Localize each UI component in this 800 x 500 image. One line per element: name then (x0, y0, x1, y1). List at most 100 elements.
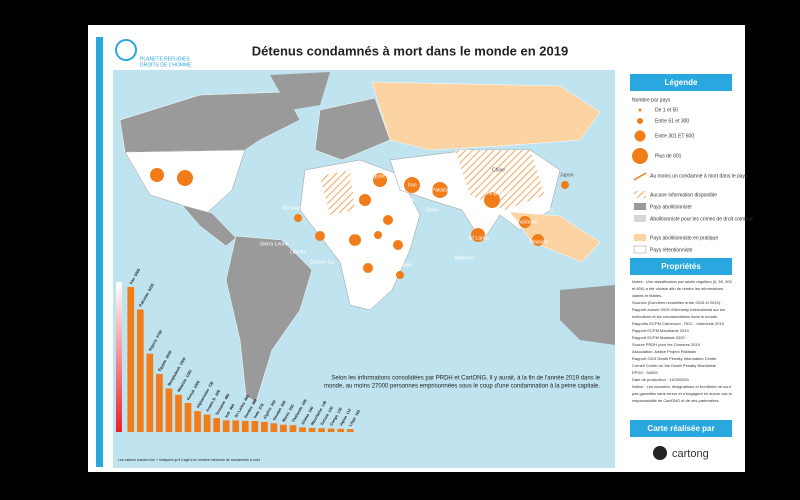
map-label: Pakistan (432, 187, 451, 193)
bar-category: Japon (339, 414, 348, 426)
map-label: Oman (425, 207, 439, 213)
bubbles (150, 168, 569, 279)
legend-item: De 1 et 50 (655, 107, 678, 113)
properties-line: Rapport 2019 Death Penalty Information C… (632, 356, 717, 361)
bar-category: Inde (253, 410, 260, 419)
logo-icon (115, 39, 137, 61)
side-panel: Légende Nombre par pays De 1 et 50 Entre… (630, 74, 754, 460)
properties-line: pas garanties sans erreur et n'engagent … (632, 391, 732, 396)
bar (146, 353, 154, 432)
bar-label: Ghana160 (301, 406, 315, 425)
map-label: Liberia (290, 249, 305, 255)
bar (184, 403, 192, 432)
bar (289, 425, 297, 432)
legend-symbol (633, 172, 647, 181)
properties-line: Source PRDH pour les Comores 2019 (632, 342, 701, 347)
bar-label: Pakistan4225 (139, 283, 156, 308)
bar-value: 2700 (156, 329, 164, 338)
bar-category: Algérie (263, 407, 273, 420)
map-label: Yémen (402, 217, 418, 223)
china (455, 150, 545, 210)
map-label: Nigeria (342, 230, 358, 236)
map-label: Maldives (455, 255, 475, 261)
properties-line: Rapport annuel 2019 d'Amnesty Internatio… (632, 307, 725, 312)
bar-category: Ghana (301, 412, 311, 425)
bar-value: 350 (270, 399, 277, 406)
map-label: Zambie (360, 277, 377, 283)
bar-value: 5000 (134, 268, 142, 277)
bar-value: 250 (288, 404, 295, 411)
map-label: Mauritanie (282, 205, 306, 211)
bar (203, 414, 211, 432)
legend-symbol (634, 215, 646, 222)
bar-value: 400 (229, 403, 236, 410)
bar-category: Nigeria (148, 338, 158, 352)
bar-value: 120 (336, 407, 343, 414)
bar-value: 300 (280, 400, 287, 407)
map-label: États-Unis (145, 154, 169, 161)
chart-note: Les valeurs suivies d'un + indiquent qu'… (118, 458, 260, 462)
bar-category: Iran (129, 276, 136, 285)
properties-line: EPSG : 54009 (632, 370, 658, 375)
bar-value: 2000 (165, 350, 173, 359)
statement: Selon les informations consolidées par P… (331, 376, 600, 382)
credit-logo: cartong (672, 448, 709, 460)
bar-label: Iran5000 (129, 268, 141, 285)
bar-label: Congo120 (329, 407, 343, 427)
bar-value: 130 (327, 406, 334, 413)
bar (165, 388, 173, 432)
bar (308, 427, 316, 432)
bar-value: 600 (215, 389, 222, 396)
legend-symbol (634, 203, 646, 210)
map-label: Guinée Eq. (310, 259, 335, 265)
properties-line: Rapports ECPM Cameroun - RDC - Indonésie… (632, 321, 725, 326)
legend-item: Pays abolitionniste en pratique (650, 235, 718, 241)
properties-title: Propriétés (661, 262, 701, 271)
bar (270, 423, 278, 432)
central-america (181, 204, 237, 247)
bar (156, 374, 163, 432)
properties-line: Cornell Center on the Death Penalty Worl… (632, 363, 717, 368)
map-label: Japon (560, 172, 574, 178)
logo-text: DROITS DE L'HOMME (140, 62, 192, 68)
bar-label: Irak400 (224, 403, 235, 418)
greenland (270, 72, 330, 110)
bar-label: Malaisie1281 (177, 369, 193, 393)
bar (280, 424, 287, 432)
bar (241, 420, 249, 432)
properties-line: Notice : Les données, désignations et fr… (632, 384, 732, 389)
bar (127, 287, 135, 432)
bar-value: 720 (208, 381, 215, 388)
bar-label: Égypte2000 (157, 349, 173, 372)
bar (222, 420, 230, 432)
properties-line: Sources (Données recueillies entre 2015 … (632, 300, 722, 305)
legend-item: Entre 51 et 300 (655, 118, 689, 124)
map-label: Malaisie (530, 239, 549, 245)
map: États-Unis Mauritanie Sierra Leone Liber… (113, 70, 615, 468)
map-label: Égypte (370, 172, 386, 179)
bar-label: Tanzanie480 (215, 393, 231, 416)
map-labels: États-Unis Mauritanie Sierra Leone Liber… (145, 154, 574, 283)
bar-category: Kenya (186, 388, 196, 401)
bar-label: Soudan300 (272, 400, 287, 421)
legend-item: Plus de 601 (655, 153, 682, 159)
map-label: Soudan (360, 207, 377, 213)
legend-subtitle: Nombre par pays (632, 97, 671, 103)
legend-symbol (632, 148, 648, 164)
bar-value: 140 (321, 400, 328, 407)
bar-value: 480 (224, 393, 231, 400)
legend-symbol (634, 191, 646, 198)
bar-label: Tunisie130 (320, 406, 334, 426)
title: Détenus condamnés à mort dans le monde e… (252, 43, 568, 58)
bar-label: Algérie350 (263, 399, 277, 419)
bar-value: 4225 (147, 283, 155, 292)
bar-category: Irak (224, 410, 231, 419)
legend-symbol (638, 108, 642, 112)
bar (346, 429, 354, 432)
map-label: Kenya (392, 249, 406, 255)
properties-header (630, 258, 732, 275)
bar-label: Libye100 (348, 409, 361, 427)
map-label: Libye (350, 177, 362, 183)
legend-item: Aucune information disponible (650, 192, 717, 198)
